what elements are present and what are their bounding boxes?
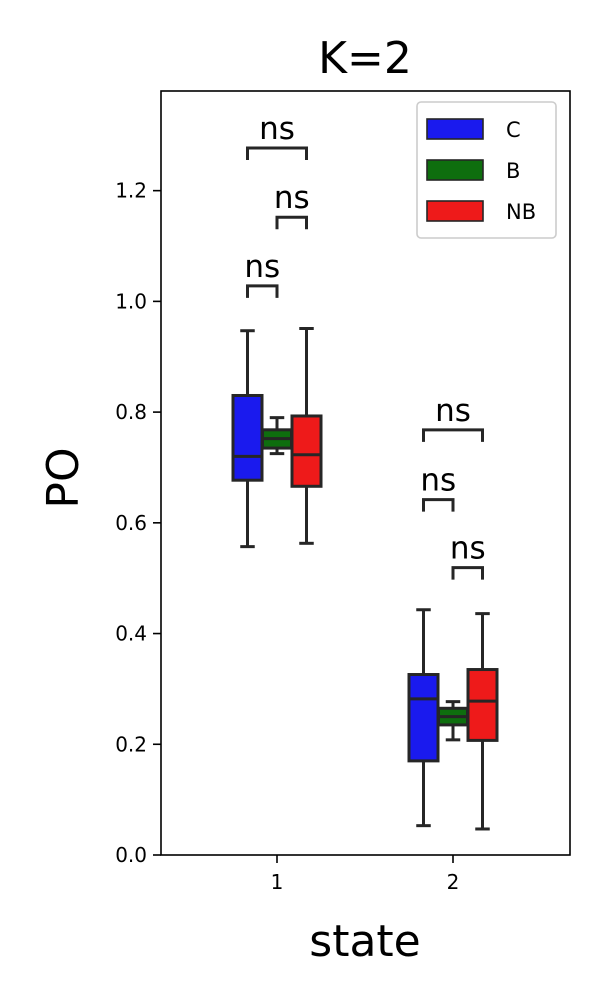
bracket-line [422, 428, 484, 442]
y-tick-label: 0.2 [115, 732, 147, 756]
significance-bracket: ns [422, 393, 484, 442]
plot-area [160, 90, 571, 856]
x-tick-label: 2 [447, 870, 460, 894]
y-tick-label: 0.8 [115, 400, 147, 424]
box-b-state-1 [261, 416, 293, 456]
significance-label: ns [435, 393, 471, 429]
plot-frame [160, 90, 571, 856]
significance-label: ns [244, 249, 280, 285]
significance-label: ns [259, 111, 295, 147]
significance-bracket: ns [274, 180, 310, 230]
x-axis-label: state [309, 916, 420, 967]
box-nb-state-2 [466, 612, 499, 831]
y-tick-label: 0.4 [115, 622, 147, 646]
box-iqr [290, 414, 323, 488]
y-tick-label: 1.0 [115, 289, 147, 313]
legend-entry-b: B [426, 159, 520, 183]
legend-label: B [506, 159, 520, 183]
box-c-state-1 [231, 329, 264, 549]
legend-swatch [426, 118, 484, 140]
bracket-line [246, 284, 279, 298]
box-series [231, 327, 499, 831]
bracket-line [422, 498, 455, 512]
legend-swatch [426, 200, 484, 222]
box-b-state-2 [437, 700, 469, 742]
legend-entry-c: C [426, 118, 521, 142]
significance-annotations: ns ns ns ns ns ns [244, 111, 486, 580]
bracket-line [451, 566, 484, 580]
significance-label: ns [274, 180, 310, 216]
x-tick-label: 1 [271, 870, 284, 894]
significance-bracket: ns [450, 531, 486, 580]
significance-label: ns [420, 463, 456, 499]
y-tick-label: 0.0 [115, 843, 147, 867]
significance-bracket: ns [420, 463, 456, 512]
box-c-state-2 [407, 608, 440, 828]
legend: CB NB [416, 101, 557, 239]
box-iqr [466, 668, 499, 742]
box-iqr [231, 393, 264, 482]
bracket-line [275, 215, 308, 230]
significance-bracket: ns [244, 249, 280, 298]
y-tick-label: 0.6 [115, 511, 147, 535]
legend-label: C [506, 118, 521, 142]
y-axis-label: PO [38, 447, 89, 508]
box-iqr [407, 673, 440, 763]
box-nb-state-1 [290, 327, 323, 545]
significance-bracket: ns [246, 111, 308, 161]
significance-label: ns [450, 531, 486, 567]
bracket-line [246, 146, 308, 161]
y-tick-label: 1.2 [115, 179, 147, 203]
chart-title: K=2 [318, 33, 412, 84]
y-axis: 0.0 0.2 0.4 0.6 0.8 1.0 1.2 [115, 179, 161, 867]
legend-swatch [426, 159, 484, 181]
legend-label: NB [506, 200, 536, 224]
legend-entry-nb: NB [426, 200, 536, 224]
